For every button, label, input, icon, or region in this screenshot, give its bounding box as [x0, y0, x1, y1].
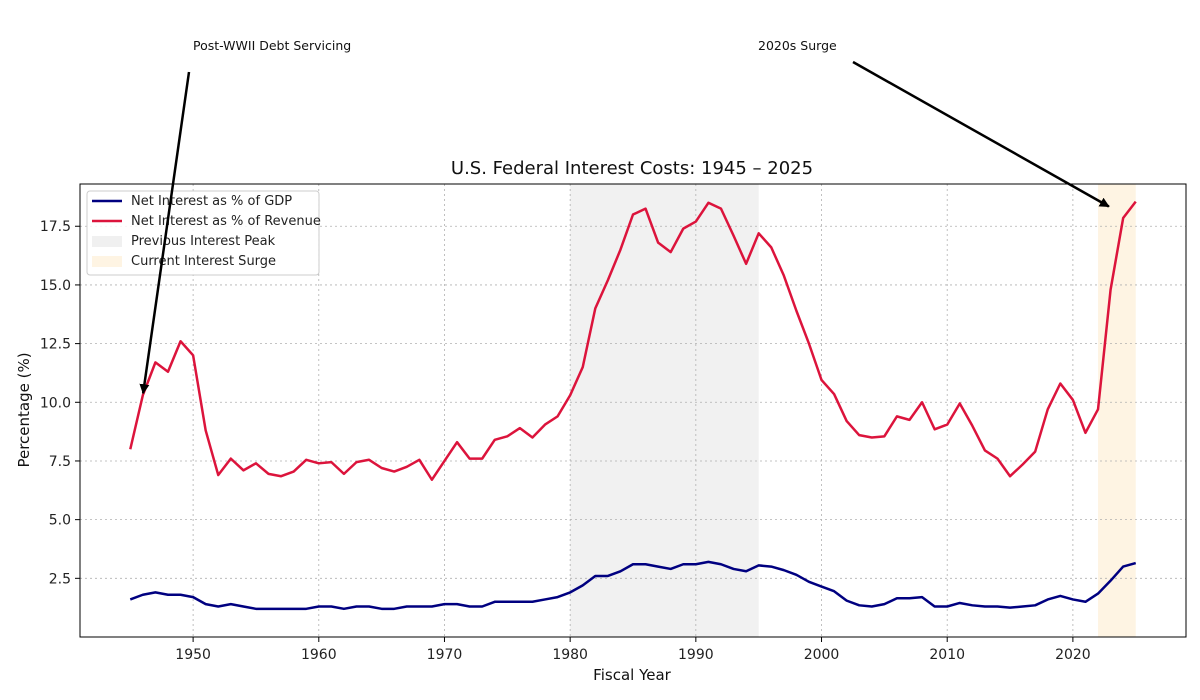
y-tick-label: 2.5	[49, 571, 71, 587]
x-tick-label: 2020	[1055, 647, 1091, 663]
y-tick-label: 5.0	[49, 513, 71, 529]
x-tick-label: 1990	[678, 647, 714, 663]
annotation-2020s-text: 2020s Surge	[758, 38, 837, 53]
legend-previous-peak-swatch	[92, 236, 122, 247]
x-tick-label: 2010	[929, 647, 965, 663]
legend-revenue-label: Net Interest as % of Revenue	[131, 214, 321, 229]
x-tick-label: 1960	[301, 647, 337, 663]
x-axis-label: Fiscal Year	[593, 666, 671, 684]
legend-current-surge-swatch	[92, 256, 122, 267]
legend-box	[86, 190, 320, 276]
y-tick-label: 12.5	[40, 337, 71, 353]
y-axis-label: Percentage (%)	[15, 352, 33, 467]
annotation-post-wwii-arrow	[139, 71, 191, 395]
legend-current-surge-label: Current Interest Surge	[131, 254, 276, 269]
annotation-2020s-arrow	[852, 60, 1110, 208]
plot-frame	[79, 183, 1187, 638]
x-tick-label: 1950	[175, 647, 211, 663]
legend-previous-peak-label: Previous Interest Peak	[131, 234, 276, 249]
chart-title: U.S. Federal Interest Costs: 1945 – 2025	[451, 158, 813, 179]
series-gdp-line	[129, 560, 1137, 611]
y-tick-label: 7.5	[49, 454, 71, 470]
y-tick-label: 15.0	[40, 278, 71, 294]
y-tick-label: 17.5	[40, 219, 71, 235]
legend-gdp-label: Net Interest as % of GDP	[131, 194, 292, 209]
shaded-region-previous-peak	[570, 184, 759, 637]
annotations: Post-WWII Debt Servicing 2020s Surge	[139, 38, 1110, 395]
annotation-post-wwii-text: Post-WWII Debt Servicing	[193, 38, 351, 53]
x-tick-label: 1970	[427, 647, 463, 663]
x-tick-label: 1980	[552, 647, 588, 663]
legend: Net Interest as % of GDP Net Interest as…	[86, 190, 321, 276]
x-tick-label: 2000	[804, 647, 840, 663]
y-tick-label: 10.0	[40, 395, 71, 411]
series-revenue-line	[129, 200, 1137, 481]
